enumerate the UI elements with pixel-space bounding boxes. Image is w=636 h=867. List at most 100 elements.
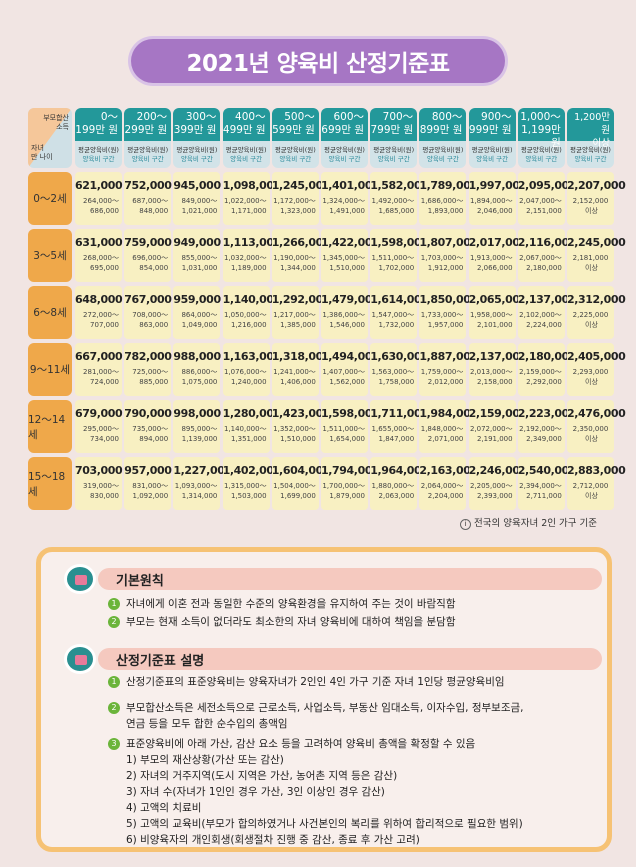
- range-from: 1,407,000～: [322, 368, 365, 376]
- range-from: 849,000～: [181, 197, 218, 205]
- range-from: 2,047,000～: [519, 197, 562, 205]
- average-amount: 2,137,000: [517, 293, 577, 306]
- range-to: 1,654,000: [329, 435, 365, 443]
- table-cell: 2,246,000 2,205,000～ 2,393,000: [468, 457, 527, 510]
- average-amount: 1,614,000: [370, 293, 429, 306]
- range-from: 2,064,000～: [420, 482, 464, 490]
- section-header: 기본원칙: [62, 564, 602, 594]
- income-column-header: 200～ 299만 원 평균양육비(원) 양육비 구간: [124, 108, 172, 168]
- range-to: 1,385,000: [280, 321, 316, 329]
- table-cell: 1,280,000 1,140,000～ 1,351,000: [222, 400, 281, 453]
- range-to: 1,699,000: [280, 492, 316, 500]
- average-amount: 1,598,000: [321, 407, 380, 420]
- table-cell: 790,000 735,000～ 894,000: [124, 400, 172, 453]
- range-to: 1,406,000: [280, 378, 316, 386]
- number-badge: 3: [108, 738, 120, 750]
- average-amount: 1,789,000: [419, 179, 478, 192]
- item-text: 1) 부모의 재산상황(가산 또는 감산): [126, 754, 284, 766]
- income-column-header: 500～ 599만 원 평균양육비(원) 양육비 구간: [271, 108, 319, 168]
- table-cell: 1,794,000 1,700,000～ 1,879,000: [321, 457, 380, 510]
- range-from: 1,345,000～: [322, 254, 365, 262]
- range-from: 2,102,000～: [519, 311, 562, 319]
- list-item: 1 자녀에게 이혼 전과 동일한 수준의 양육환경을 유지하여 주는 것이 바람직…: [108, 596, 598, 612]
- range-from: 2,394,000～: [519, 482, 562, 490]
- income-column-header: 400～ 499만 원 평균양육비(원) 양육비 구간: [222, 108, 270, 168]
- range-from: 2,181,000: [572, 254, 609, 262]
- average-amount: 1,604,000: [271, 464, 331, 477]
- table-cell: 959,000 864,000～ 1,049,000: [173, 286, 221, 339]
- average-amount: 1,964,000: [370, 464, 429, 477]
- table-cell: 998,000 895,000～ 1,139,000: [173, 400, 221, 453]
- range-from: 831,000～: [132, 482, 169, 490]
- table-cell: 1,604,000 1,504,000～ 1,699,000: [271, 457, 331, 510]
- range-from: 1,022,000～: [223, 197, 267, 205]
- table-cell: 988,000 886,000～ 1,075,000: [173, 343, 221, 396]
- average-amount: 2,095,000: [517, 179, 577, 192]
- average-amount: 648,000: [75, 293, 123, 306]
- list-item: 2 부모는 현재 소득이 없더라도 최소한의 자녀 양육비에 대하여 책임을 분담…: [108, 614, 598, 630]
- table-cell: 1,163,000 1,076,000～ 1,240,000: [222, 343, 281, 396]
- table-cell: 1,887,000 1,759,000～ 2,012,000: [419, 343, 478, 396]
- income-range-from: 600～: [333, 111, 364, 123]
- table-cell: 2,137,000 2,102,000～ 2,224,000: [517, 286, 577, 339]
- range-from: 1,759,000～: [420, 368, 464, 376]
- table-cell: 679,000 295,000～ 734,000: [75, 400, 123, 453]
- range-to: 2,066,000: [476, 264, 513, 272]
- range-from: 1,880,000～: [371, 482, 415, 490]
- average-amount: 1,794,000: [321, 464, 380, 477]
- range-from: 1,511,000～: [322, 425, 365, 433]
- income-column-header: 600～ 699만 원 평균양육비(원) 양육비 구간: [321, 108, 368, 168]
- income-column-header: 1,200만 원 이상 평균양육비(원) 양육비 구간: [567, 108, 614, 168]
- range-from: 1,655,000～: [371, 425, 415, 433]
- range-to: 1,049,000: [181, 321, 218, 329]
- range-to: 2,191,000: [476, 435, 513, 443]
- average-amount: 2,540,000: [517, 464, 577, 477]
- range-from: 1,913,000～: [469, 254, 513, 262]
- range-to: 885,000: [139, 378, 169, 386]
- table-cell: 782,000 725,000～ 885,000: [124, 343, 172, 396]
- range-to: 1,171,000: [230, 207, 267, 215]
- item-text: 4) 고액의 치료비: [126, 802, 202, 814]
- range-from: 1,492,000～: [371, 197, 415, 205]
- range-to: 734,000: [90, 435, 119, 443]
- range-from: 1,190,000～: [273, 254, 316, 262]
- range-to: 1,893,000: [427, 207, 464, 215]
- range-from: 1,547,000～: [371, 311, 415, 319]
- table-cell: 2,137,000 2,013,000～ 2,158,000: [468, 343, 527, 396]
- book-icon: [64, 644, 96, 674]
- range-to: 1,344,000: [280, 264, 316, 272]
- range-to: 830,000: [90, 492, 119, 500]
- range-from: 855,000～: [181, 254, 218, 262]
- range-from: 1,093,000～: [174, 482, 218, 490]
- table-cell: 1,997,000 1,894,000～ 2,046,000: [468, 172, 527, 225]
- table-corner-header: 부모합산 소득 자녀 만 나이: [28, 108, 72, 168]
- number-badge: 1: [108, 598, 120, 610]
- average-amount: 2,159,000: [468, 407, 528, 420]
- range-from: 1,241,000～: [273, 368, 316, 376]
- range-from: 272,000～: [83, 311, 119, 319]
- table-cell: 1,401,000 1,324,000～ 1,491,000: [321, 172, 380, 225]
- table-note: i 전국의 양육자녀 2인 가구 기준: [460, 515, 597, 530]
- average-amount: 988,000: [173, 350, 221, 363]
- range-to: 707,000: [90, 321, 119, 329]
- average-amount: 1,887,000: [419, 350, 478, 363]
- income-range-to: 399만 원: [173, 124, 217, 136]
- range-to: 1,503,000: [230, 492, 267, 500]
- range-to: 이상: [585, 264, 598, 272]
- range-label: 양육비 구간: [377, 155, 410, 163]
- range-label: 양육비 구간: [525, 155, 558, 163]
- table-cell: 1,494,000 1,407,000～ 1,562,000: [321, 343, 380, 396]
- average-amount: 2,476,000: [567, 407, 626, 420]
- item-text: 5) 고액의 교육비(부모가 합의하였거나 사건본인의 복리를 위하여 합리적으…: [126, 818, 523, 830]
- average-amount: 1,984,000: [419, 407, 478, 420]
- range-from: 1,686,000～: [420, 197, 464, 205]
- range-from: 1,032,000～: [223, 254, 267, 262]
- table-cell: 2,883,000 2,712,000 이상: [567, 457, 626, 510]
- range-from: 895,000～: [181, 425, 218, 433]
- average-amount: 1,423,000: [271, 407, 331, 420]
- range-to: 2,292,000: [526, 378, 562, 386]
- range-from: 1,324,000～: [322, 197, 365, 205]
- table-cell: 1,227,000 1,093,000～ 1,314,000: [173, 457, 232, 510]
- range-from: 2,067,000～: [519, 254, 562, 262]
- number-badge: 1: [108, 676, 120, 688]
